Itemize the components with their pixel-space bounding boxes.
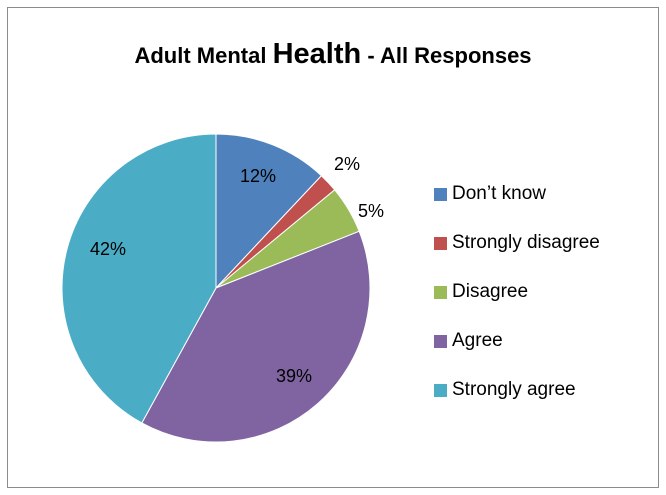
legend: Don’t know Strongly disagree Disagree Ag…: [434, 178, 600, 423]
pie-slice-strongly-agree: [61, 133, 217, 424]
legend-swatch-disagree: [434, 285, 447, 299]
chart-title-part-3: - All Responses: [361, 43, 532, 68]
legend-swatch-dont-know: [434, 187, 447, 201]
legend-item-strongly-agree: Strongly agree: [434, 374, 600, 406]
pie-slice-dont-know: [215, 133, 323, 290]
data-label-strongly-agree: 42%: [90, 239, 126, 259]
data-label-strongly-disagree: 2%: [334, 154, 360, 174]
legend-label-agree: Agree: [452, 330, 503, 351]
legend-item-strongly-disagree: Strongly disagree: [434, 227, 600, 259]
chart-title-part-1: Adult Mental: [134, 43, 273, 68]
legend-label-disagree: Disagree: [452, 281, 529, 302]
pie-slice-agree: [141, 230, 371, 443]
data-label-disagree: 5%: [358, 201, 384, 221]
chart-title: Adult Mental Health - All Responses: [0, 38, 666, 71]
legend-label-strongly-disagree: Strongly disagree: [452, 232, 600, 253]
legend-item-agree: Agree: [434, 325, 600, 357]
legend-item-dont-know: Don’t know: [434, 178, 600, 210]
legend-swatch-strongly-disagree: [434, 236, 447, 250]
legend-label-dont-know: Don’t know: [452, 183, 546, 204]
legend-item-disagree: Disagree: [434, 276, 600, 308]
chart-title-part-2: Health: [272, 38, 362, 70]
legend-swatch-strongly-agree: [434, 383, 447, 397]
data-label-dont-know: 12%: [240, 166, 276, 186]
legend-label-strongly-agree: Strongly agree: [452, 379, 576, 400]
data-label-agree: 39%: [276, 366, 312, 386]
legend-swatch-agree: [434, 334, 447, 348]
